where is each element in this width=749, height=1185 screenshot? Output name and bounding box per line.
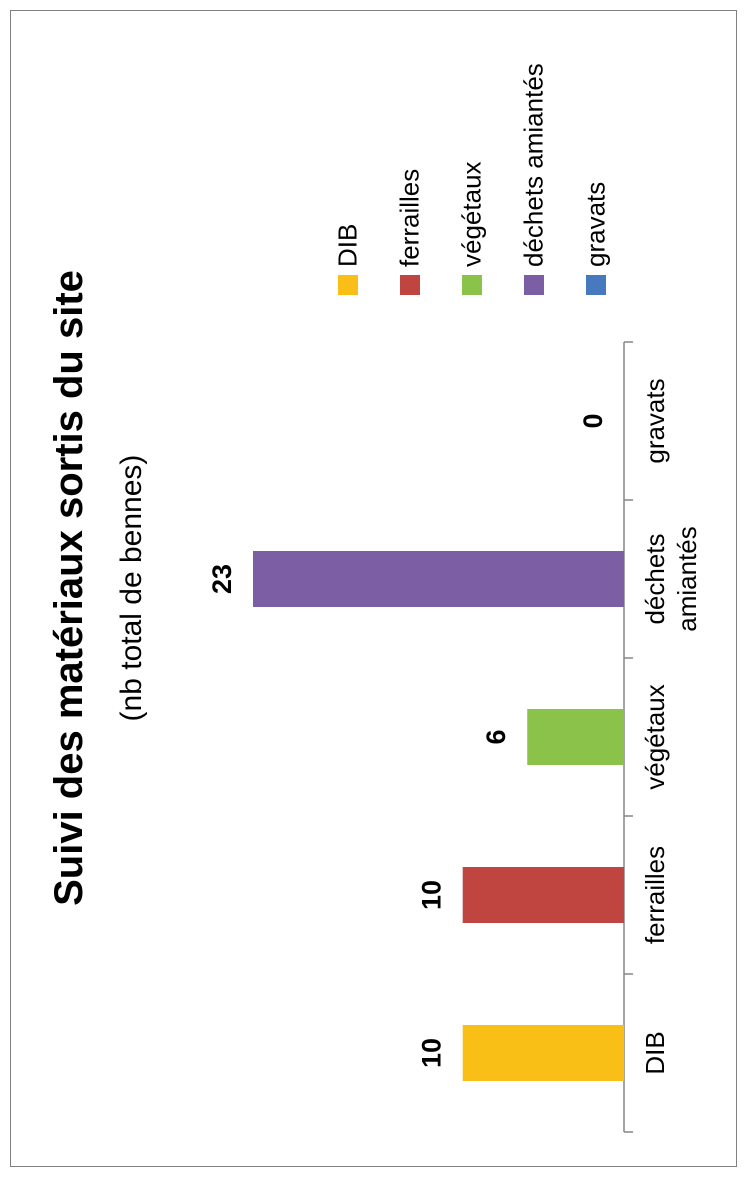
x-tick-label: déchetsamiantés <box>640 526 702 632</box>
data-label: 23 <box>207 564 237 594</box>
x-tick-label: végétaux <box>640 684 670 790</box>
data-label: 0 <box>578 413 608 428</box>
bar-3 <box>253 551 624 607</box>
bar-plot: 10 DIB 10 ferrailles 6 végétaux 23 déchetsamian… <box>207 341 702 1133</box>
x-tick-label: DIB <box>640 1031 670 1074</box>
legend-swatch <box>586 275 607 295</box>
bar-0 <box>462 1025 624 1081</box>
legend-item: ferrailles <box>393 169 427 295</box>
data-label: 10 <box>417 1038 447 1068</box>
legend-swatch <box>338 275 359 295</box>
x-tick-label: ferrailles <box>640 846 670 944</box>
legend-label: ferrailles <box>394 168 425 267</box>
legend-item: végétaux <box>455 161 489 295</box>
x-tick-label: gravats <box>640 378 670 463</box>
legend-label: DIB <box>332 223 363 267</box>
legend-label: végétaux <box>456 161 487 267</box>
chart-frame: Suivi des matériaux sortis du site (nb t… <box>10 10 737 1167</box>
rotated-chart-area: Suivi des matériaux sortis du site (nb t… <box>11 11 735 1165</box>
legend-swatch <box>400 275 421 295</box>
legend-swatch <box>462 275 483 295</box>
data-label: 10 <box>417 880 447 910</box>
data-label: 6 <box>481 729 511 744</box>
legend-item: gravats <box>579 182 613 295</box>
bar-1 <box>462 867 624 923</box>
legend-item: DIB <box>331 224 365 295</box>
legend-label: déchets amiantés <box>518 63 549 267</box>
bar-2 <box>527 709 625 765</box>
legend-swatch <box>524 275 545 295</box>
legend-item: déchets amiantés <box>517 63 551 295</box>
legend-label: gravats <box>580 181 611 267</box>
